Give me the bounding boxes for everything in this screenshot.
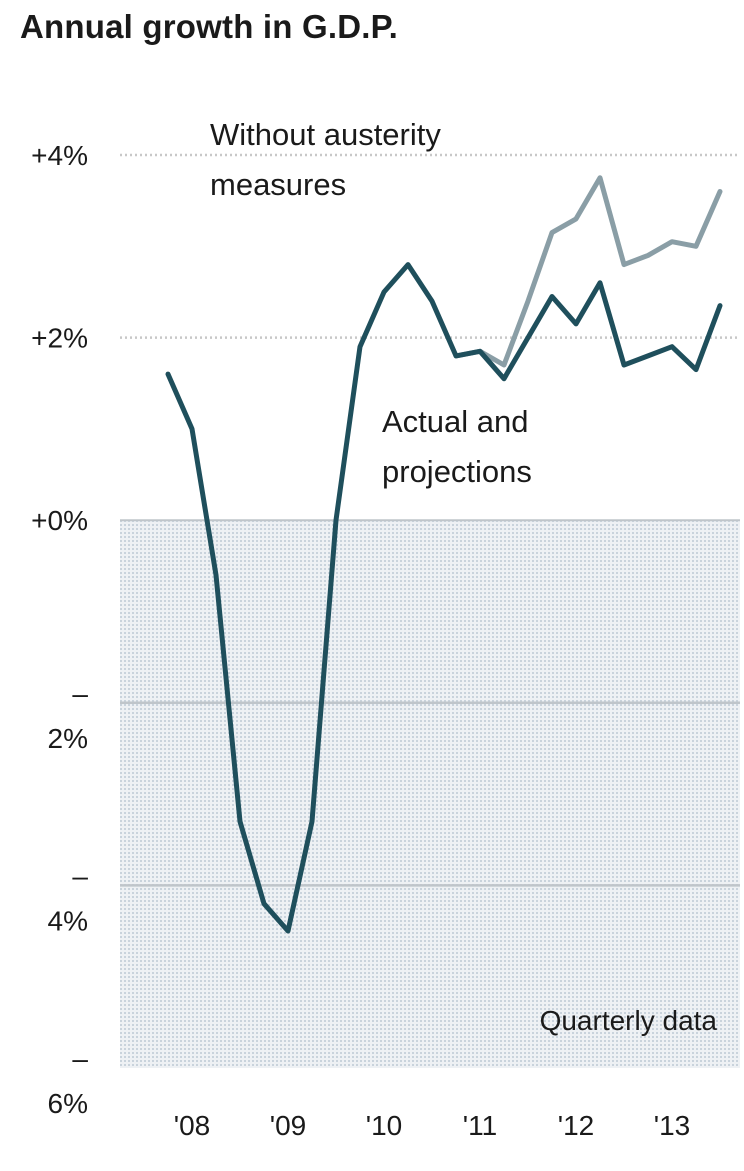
- y-tick-label: –2%: [48, 678, 89, 754]
- y-tick-label: +4%: [31, 140, 88, 171]
- y-tick-label: +0%: [31, 505, 88, 536]
- y-tick-label: –6%: [48, 1043, 89, 1119]
- annotation-without-austerity-line2: measures: [210, 167, 346, 202]
- annotation-actual-line1: Actual and: [382, 404, 529, 439]
- x-tick-label: '12: [558, 1110, 595, 1141]
- annotation-actual-line2: projections: [382, 454, 532, 489]
- y-tick-label: –4%: [48, 860, 89, 936]
- quarterly-data-note: Quarterly data: [540, 1005, 718, 1036]
- x-tick-label: '08: [174, 1110, 211, 1141]
- y-axis-ticks: +4% +2% +0% – 2% – 4% – 6%: [31, 140, 88, 1119]
- negative-region-shading: [120, 520, 740, 1068]
- x-tick-label: '09: [270, 1110, 307, 1141]
- x-tick-label: '13: [654, 1110, 691, 1141]
- series-lines: [165, 175, 723, 934]
- gridlines: [120, 153, 740, 887]
- x-axis-ticks: '08 '09 '10 '11 '12 '13: [174, 1110, 691, 1141]
- x-tick-label: '10: [366, 1110, 403, 1141]
- x-tick-label: '11: [463, 1110, 497, 1141]
- annotation-without-austerity-line1: Without austerity: [210, 117, 441, 152]
- chart-title: Annual growth in G.D.P.: [20, 8, 398, 45]
- series-line-actual-and-projections: [165, 262, 723, 934]
- y-tick-label: +2%: [31, 323, 88, 354]
- series-line-without-austerity-measures: [453, 175, 723, 368]
